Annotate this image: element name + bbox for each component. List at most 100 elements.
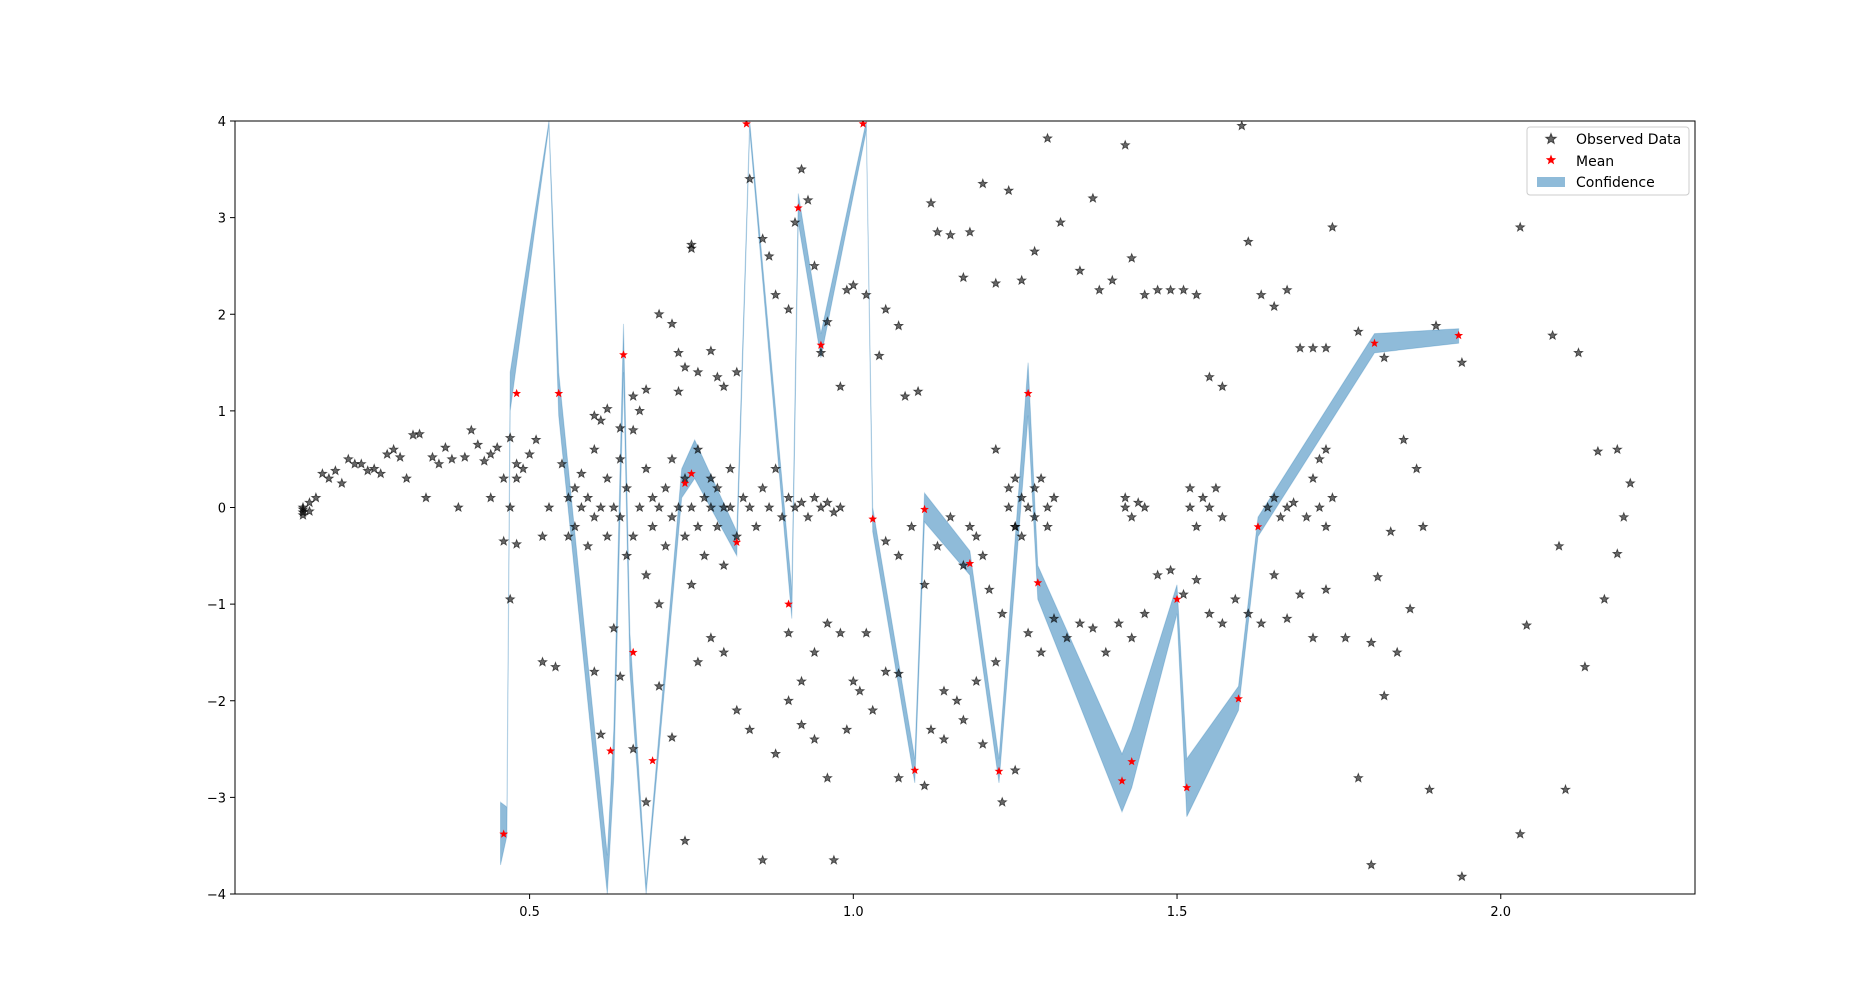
- observed-point: [420, 492, 432, 503]
- observed-point: [1191, 521, 1202, 532]
- observed-point: [821, 316, 833, 327]
- observed-point: [1320, 583, 1332, 595]
- mean-point: [680, 478, 690, 488]
- observed-point: [711, 521, 723, 532]
- y-tick-label: −3: [207, 791, 226, 806]
- observed-point: [1314, 501, 1325, 513]
- observed-point: [1314, 453, 1325, 464]
- observed-point: [932, 226, 944, 237]
- observed-point: [563, 492, 574, 503]
- observed-point: [925, 197, 937, 208]
- observed-point: [1301, 511, 1312, 522]
- observed-point: [543, 501, 555, 513]
- observed-point: [1042, 132, 1053, 144]
- observed-point: [1242, 608, 1254, 619]
- observed-point: [789, 216, 801, 228]
- observed-point: [666, 511, 678, 522]
- observed-point: [1430, 320, 1442, 331]
- observed-point: [1618, 511, 1630, 522]
- observed-point: [647, 492, 659, 503]
- observed-point: [1268, 492, 1280, 503]
- observed-point: [653, 501, 665, 513]
- observed-point: [653, 598, 665, 609]
- observed-point: [1327, 492, 1338, 503]
- observed-point: [938, 733, 950, 745]
- observed-point: [673, 501, 684, 513]
- y-tick-label: 0: [218, 502, 226, 517]
- observed-point: [1165, 564, 1176, 575]
- observed-point: [1048, 492, 1060, 503]
- observed-point: [1294, 588, 1306, 600]
- observed-point: [1022, 501, 1034, 513]
- mean-point: [499, 829, 509, 838]
- observed-point: [796, 163, 807, 174]
- observed-point: [504, 432, 516, 443]
- observed-point: [1210, 482, 1222, 493]
- observed-point: [686, 501, 697, 513]
- observed-point: [563, 530, 574, 542]
- observed-point: [711, 482, 723, 493]
- mean-point: [784, 599, 793, 608]
- observed-point: [912, 385, 924, 397]
- legend-confidence-patch: [1537, 177, 1565, 187]
- observed-point: [627, 743, 639, 754]
- x-tick-label: 0.5: [519, 905, 540, 920]
- observed-point: [517, 463, 529, 474]
- observed-point: [692, 443, 704, 455]
- observed-point: [1307, 342, 1319, 353]
- observed-point: [809, 260, 820, 271]
- observed-point: [770, 748, 782, 759]
- observed-point: [1624, 477, 1636, 489]
- observed-point: [524, 448, 536, 460]
- observed-point: [1087, 192, 1099, 203]
- observed-point: [1003, 501, 1015, 513]
- observed-point: [304, 505, 315, 517]
- observed-point: [1119, 501, 1131, 513]
- mean-point: [512, 388, 521, 398]
- observed-point: [621, 482, 633, 493]
- observed-point: [679, 361, 691, 373]
- observed-point: [977, 550, 989, 561]
- observed-point: [718, 559, 730, 571]
- observed-point: [1262, 501, 1274, 513]
- observed-point: [1365, 859, 1377, 870]
- mean-point: [648, 756, 657, 765]
- mean-point: [1182, 783, 1192, 792]
- observed-point: [964, 226, 976, 237]
- observed-point: [757, 482, 769, 493]
- observed-point: [511, 458, 523, 469]
- observed-point: [1547, 329, 1558, 341]
- observed-point: [919, 780, 930, 791]
- observed-point: [316, 467, 328, 479]
- mean-point: [1454, 330, 1464, 340]
- observed-point: [666, 731, 678, 743]
- legend-mean-label: Mean: [1576, 154, 1614, 170]
- mean-point: [965, 558, 975, 568]
- observed-point: [692, 521, 704, 532]
- observed-point: [1242, 236, 1254, 247]
- observed-point: [1268, 300, 1280, 312]
- observed-point: [627, 390, 639, 402]
- x-axis: 0.5 1.0 1.5 2.0: [519, 894, 1511, 920]
- observed-point: [549, 661, 562, 672]
- observed-point: [537, 656, 548, 667]
- observed-point: [355, 458, 367, 469]
- observed-point: [783, 492, 794, 503]
- observed-point: [582, 540, 594, 551]
- observed-point: [485, 492, 497, 503]
- observed-point: [1022, 627, 1034, 638]
- observed-point: [660, 482, 671, 493]
- observed-point: [1132, 496, 1144, 508]
- observed-point: [465, 424, 477, 435]
- observed-point: [919, 579, 930, 590]
- mean-point: [994, 766, 1004, 775]
- observed-point: [893, 320, 905, 331]
- observed-point: [1579, 661, 1591, 672]
- observed-point: [478, 455, 490, 466]
- observed-point: [1016, 274, 1028, 286]
- observed-point: [575, 501, 587, 513]
- observed-point: [906, 521, 918, 532]
- observed-point: [1268, 569, 1280, 580]
- observed-point: [964, 521, 976, 532]
- observed-point: [433, 458, 445, 469]
